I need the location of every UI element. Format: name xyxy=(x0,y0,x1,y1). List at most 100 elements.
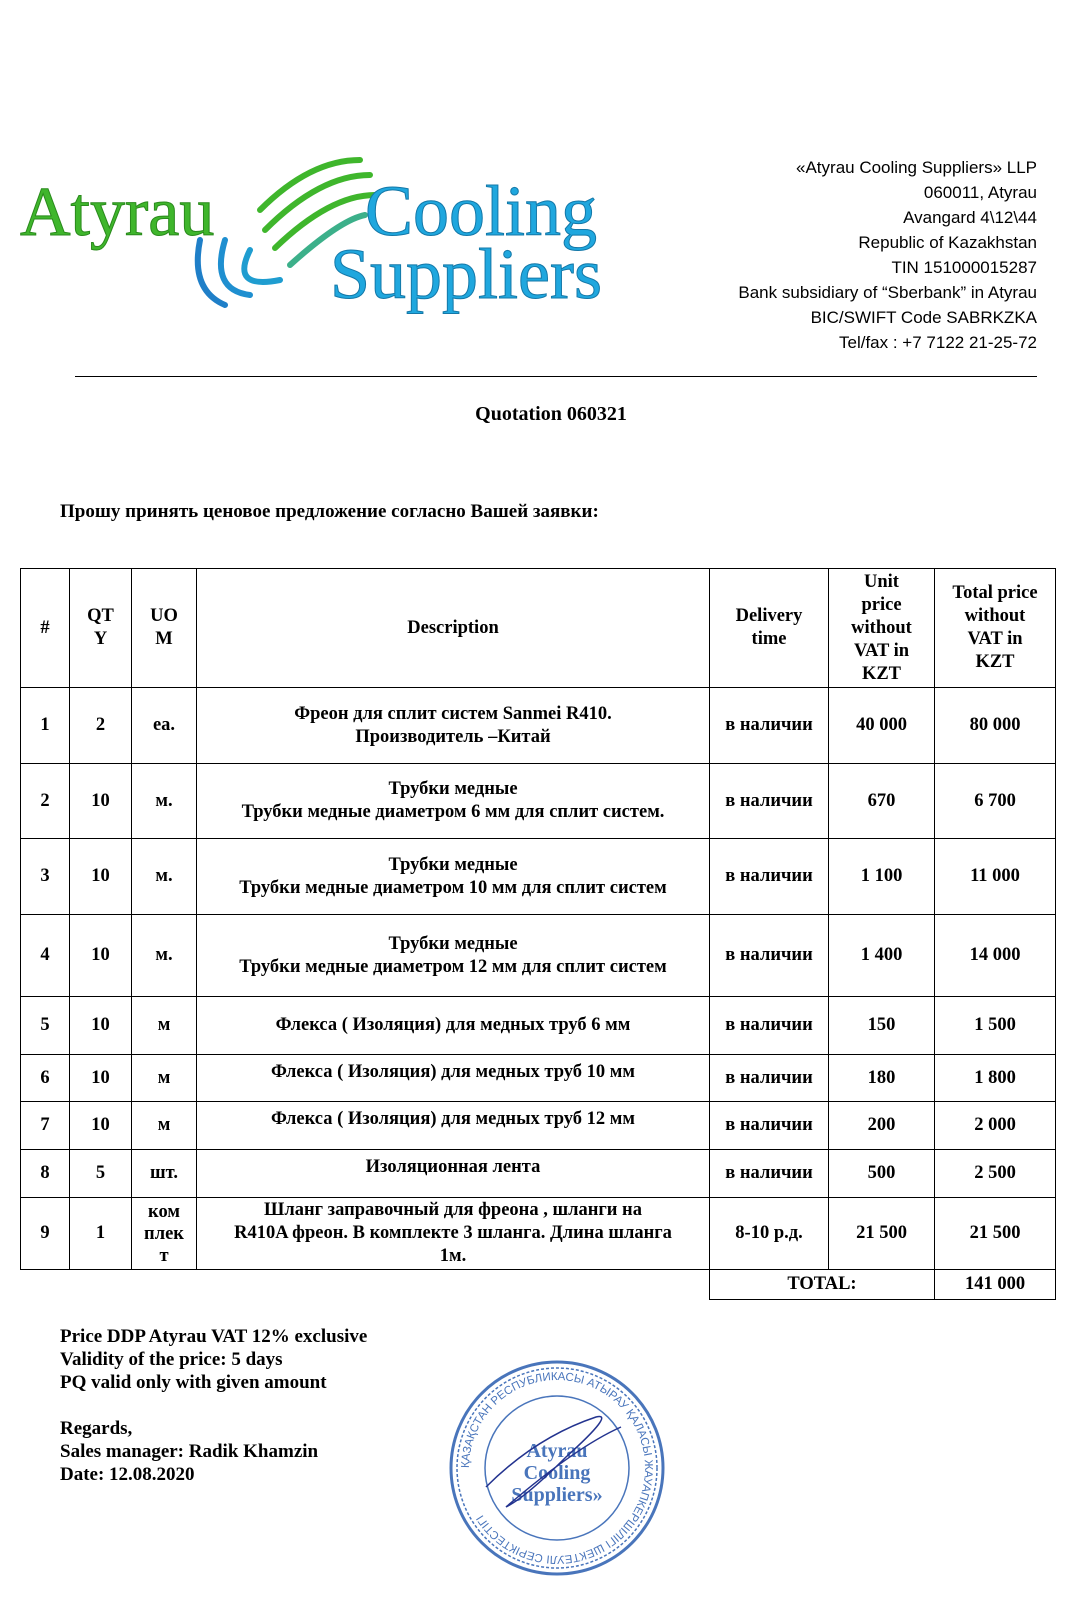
address-line: Avangard 4\12\44 xyxy=(903,208,1037,227)
cell-delivery: в наличии xyxy=(709,996,829,1055)
logo-word-suppliers: Suppliers xyxy=(330,234,602,314)
svg-text:Atyrau: Atyrau xyxy=(526,1440,587,1462)
table-row: 2 10 м. Трубки медные Трубки медные диаметр… xyxy=(20,763,1056,839)
col-number-header: # xyxy=(20,568,70,688)
cell-delivery: в наличии xyxy=(709,838,829,915)
cell-n: 8 xyxy=(20,1149,70,1198)
cell-total: 14 000 xyxy=(934,914,1056,997)
cell-uom: м xyxy=(131,996,197,1055)
cell-n: 6 xyxy=(20,1054,70,1102)
cell-unit: 40 000 xyxy=(828,687,935,764)
cell-uom: шт. xyxy=(131,1149,197,1198)
cell-desc: Флекса ( Изоляция) для медных труб 10 мм xyxy=(196,1054,710,1102)
table-row: 1 2 ea. Фреон для сплит систем Sanmei R410.… xyxy=(20,687,1056,764)
cell-uom: м. xyxy=(131,838,197,915)
header-divider xyxy=(75,376,1037,377)
cell-qty: 10 xyxy=(69,996,132,1055)
cell-unit: 1 400 xyxy=(828,914,935,997)
cell-delivery: 8-10 р.д. xyxy=(709,1197,829,1270)
table-row: 7 10 м Флекса ( Изоляция) для медных труб 1… xyxy=(20,1101,1056,1150)
cell-total: 1 800 xyxy=(934,1054,1056,1102)
cell-desc: Флекса ( Изоляция) для медных труб 6 мм xyxy=(196,996,710,1055)
cell-delivery: в наличии xyxy=(709,1054,829,1102)
cell-unit: 21 500 xyxy=(828,1197,935,1270)
address-line: BIC/SWIFT Code SABRKZKA xyxy=(810,308,1037,327)
cell-delivery: в наличии xyxy=(709,687,829,764)
cell-delivery: в наличии xyxy=(709,1101,829,1150)
cell-qty: 10 xyxy=(69,838,132,915)
total-row: TOTAL: 141 000 xyxy=(21,1269,1056,1300)
logo-word-atyrau: Atyrau xyxy=(20,174,214,251)
cell-unit: 180 xyxy=(828,1054,935,1102)
cell-qty: 1 xyxy=(69,1197,132,1270)
cell-unit: 1 100 xyxy=(828,838,935,915)
signature xyxy=(485,1415,622,1508)
table-row: 9 1 ком плек т Шланг заправочный для фреона… xyxy=(20,1197,1056,1270)
footer-terms: Price DDP Atyrau VAT 12% exclusive Valid… xyxy=(60,1326,368,1485)
cell-uom: м xyxy=(131,1101,197,1150)
document-title: Quotation 060321 xyxy=(475,403,627,425)
cell-total: 1 500 xyxy=(934,996,1056,1055)
cell-uom: ком плек т xyxy=(131,1197,197,1270)
cell-qty: 10 xyxy=(69,763,132,839)
quotation-table: # QT Y UO M Description Delivery time Unit pr… xyxy=(20,568,1056,1300)
cell-n: 7 xyxy=(20,1101,70,1150)
cell-total: 2 000 xyxy=(934,1101,1056,1150)
address-line: 060011, Atyrau xyxy=(923,183,1037,202)
address-line: TIN 151000015287 xyxy=(891,258,1037,277)
total-value: 141 000 xyxy=(934,1269,1056,1300)
col-qty-header: QT Y xyxy=(69,568,132,688)
cell-desc: Шланг заправочный для фреона , шланги на… xyxy=(196,1197,710,1270)
cell-unit: 200 xyxy=(828,1101,935,1150)
cell-qty: 10 xyxy=(69,1054,132,1102)
cell-desc: Фреон для сплит систем Sanmei R410. Прои… xyxy=(196,687,710,764)
company-logo: Atyrau Cooling Suppliers xyxy=(20,157,603,315)
col-total-price-header: Total price without VAT in KZT xyxy=(934,568,1056,688)
cell-n: 5 xyxy=(20,996,70,1055)
swirl-icon xyxy=(194,157,378,308)
cell-desc: Флекса ( Изоляция) для медных труб 12 мм xyxy=(196,1101,710,1150)
cell-qty: 2 xyxy=(69,687,132,764)
cell-n: 9 xyxy=(20,1197,70,1270)
cell-unit: 500 xyxy=(828,1149,935,1198)
cell-qty: 10 xyxy=(69,1101,132,1150)
cell-unit: 670 xyxy=(828,763,935,839)
cell-qty: 5 xyxy=(69,1149,132,1198)
cell-n: 2 xyxy=(20,763,70,839)
col-description-header: Description xyxy=(196,568,710,688)
cell-n: 1 xyxy=(20,687,70,764)
cell-n: 3 xyxy=(20,838,70,915)
address-line: Republic of Kazakhstan xyxy=(858,233,1037,252)
cell-uom: м. xyxy=(131,763,197,839)
cell-total: 80 000 xyxy=(934,687,1056,764)
cell-qty: 10 xyxy=(69,914,132,997)
col-unit-price-header: Unit price without VAT in KZT xyxy=(828,568,935,688)
cell-uom: м. xyxy=(131,914,197,997)
table-row: 8 5 шт. Изоляционная лента в наличии 500 2 500 xyxy=(20,1149,1056,1198)
col-uom-header: UO M xyxy=(131,568,197,688)
table-row: 5 10 м Флекса ( Изоляция) для медных труб 6… xyxy=(20,996,1056,1055)
total-label: TOTAL: xyxy=(709,1269,935,1300)
table-row: 4 10 м. Трубки медные Трубки медные диаметр… xyxy=(20,914,1056,997)
col-delivery-header: Delivery time xyxy=(709,568,829,688)
cell-delivery: в наличии xyxy=(709,1149,829,1198)
table-row: 3 10 м. Трубки медные Трубки медные диаметр… xyxy=(20,838,1056,915)
cell-unit: 150 xyxy=(828,996,935,1055)
cell-total: 11 000 xyxy=(934,838,1056,915)
company-stamp: ҚАЗАҚСТАН РЕСПУБЛИКАСЫ АТЫРАУ ҚАЛАСЫ ЖАУ… xyxy=(449,1360,665,1576)
cell-desc: Трубки медные Трубки медные диаметром 10… xyxy=(196,838,710,915)
cell-desc: Трубки медные Трубки медные диаметром 6 … xyxy=(196,763,710,839)
company-address: «Atyrau Cooling Suppliers» LLP 060011, At… xyxy=(738,155,1037,355)
cell-total: 2 500 xyxy=(934,1149,1056,1198)
cell-uom: ea. xyxy=(131,687,197,764)
address-line: Bank subsidiary of “Sberbank” in Atyrau xyxy=(738,283,1037,302)
table-header-row: # QT Y UO M Description Delivery time Unit pr… xyxy=(20,568,1056,688)
intro-text: Прошу принять ценовое предложение соглас… xyxy=(60,501,599,522)
cell-total: 21 500 xyxy=(934,1197,1056,1270)
cell-uom: м xyxy=(131,1054,197,1102)
svg-text:Suppliers»: Suppliers» xyxy=(511,1484,602,1506)
cell-total: 6 700 xyxy=(934,763,1056,839)
cell-desc: Трубки медные Трубки медные диаметром 12… xyxy=(196,914,710,997)
address-line: «Atyrau Cooling Suppliers» LLP xyxy=(796,158,1037,177)
table-row: 6 10 м Флекса ( Изоляция) для медных труб 1… xyxy=(20,1054,1056,1102)
